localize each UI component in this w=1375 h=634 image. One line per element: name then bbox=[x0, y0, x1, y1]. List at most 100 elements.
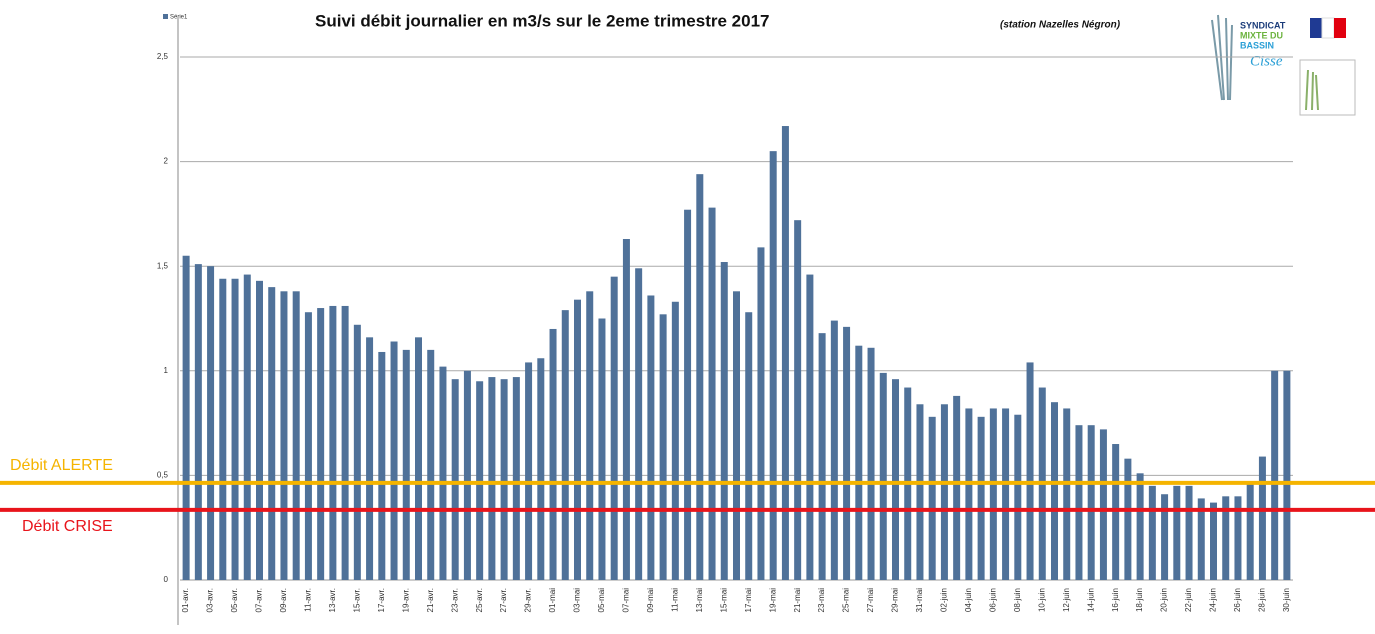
bar bbox=[194, 264, 202, 580]
bar bbox=[451, 379, 459, 580]
x-tick-label: 13-mai bbox=[695, 588, 704, 613]
bar bbox=[476, 381, 484, 580]
x-tick-label: 29-avr. bbox=[524, 588, 533, 612]
x-tick-label: 24-juin bbox=[1209, 588, 1218, 612]
y-tick-label: 2,5 bbox=[157, 52, 169, 61]
x-tick-label: 12-juin bbox=[1062, 588, 1071, 612]
x-tick-label: 04-juin bbox=[964, 588, 973, 612]
y-tick-label: 1,5 bbox=[157, 261, 169, 270]
x-tick-label: 22-juin bbox=[1184, 588, 1193, 612]
logo: SYNDICAT MIXTE DU BASSIN Cisse bbox=[1211, 14, 1356, 116]
x-tick-label: 10-juin bbox=[1037, 588, 1046, 612]
x-tick-label: 25-mai bbox=[842, 588, 851, 613]
x-tick-label: 16-juin bbox=[1111, 588, 1120, 612]
bar bbox=[329, 305, 337, 580]
y-tick-label: 0,5 bbox=[157, 471, 169, 480]
flag bbox=[1334, 18, 1346, 38]
bar bbox=[304, 312, 312, 580]
x-tick-label: 23-avr. bbox=[450, 588, 459, 612]
bar bbox=[953, 395, 961, 580]
bar bbox=[268, 287, 276, 580]
bar bbox=[1283, 370, 1291, 580]
y-tick-label: 0 bbox=[164, 575, 169, 584]
legend-label: Série1 bbox=[170, 15, 188, 21]
x-tick-label: 26-juin bbox=[1233, 588, 1242, 612]
x-tick-label: 31-mai bbox=[915, 588, 924, 613]
bar bbox=[500, 379, 508, 580]
bar bbox=[561, 310, 569, 580]
bar bbox=[402, 349, 410, 580]
bar bbox=[549, 328, 557, 580]
bar bbox=[733, 291, 740, 580]
bar bbox=[940, 404, 948, 580]
bar bbox=[696, 174, 704, 581]
flag bbox=[1310, 18, 1322, 38]
x-tick-label: 27-mai bbox=[866, 588, 875, 613]
x-tick-label: 21-avr. bbox=[426, 588, 435, 612]
bar bbox=[1112, 444, 1120, 580]
bar bbox=[427, 349, 435, 580]
x-tick-label: 05-mai bbox=[597, 588, 606, 613]
logo-box bbox=[1299, 59, 1356, 116]
bar bbox=[292, 291, 300, 580]
bar bbox=[684, 209, 692, 580]
legend-swatch bbox=[163, 14, 168, 19]
bar bbox=[818, 333, 826, 580]
bar bbox=[586, 291, 594, 580]
bar bbox=[219, 278, 227, 580]
bar bbox=[855, 345, 863, 580]
x-tick-label: 11-avr. bbox=[304, 588, 313, 612]
logo-text: Cisse bbox=[1250, 53, 1283, 69]
bar bbox=[757, 247, 765, 580]
bar bbox=[1258, 456, 1266, 580]
bar bbox=[207, 266, 215, 580]
bar bbox=[488, 377, 496, 580]
x-tick-label: 25-avr. bbox=[475, 588, 484, 612]
reference-label: Débit CRISE bbox=[22, 518, 113, 535]
bar bbox=[977, 416, 985, 580]
bar bbox=[843, 326, 851, 580]
x-tick-label: 19-mai bbox=[768, 588, 777, 613]
x-tick-label: 07-avr. bbox=[255, 588, 264, 612]
bar bbox=[659, 314, 667, 580]
x-tick-label: 01-avr. bbox=[181, 588, 190, 612]
bar bbox=[1197, 498, 1205, 580]
chart-subtitle: (station Nazelles Négron) bbox=[1000, 20, 1121, 31]
x-tick-label: 18-juin bbox=[1135, 588, 1144, 612]
bar bbox=[671, 301, 679, 580]
bar bbox=[317, 308, 325, 580]
bar bbox=[1234, 496, 1242, 580]
flag bbox=[1321, 17, 1335, 39]
bar bbox=[439, 366, 447, 580]
bar bbox=[415, 337, 422, 580]
x-tick-label: 17-avr. bbox=[377, 588, 386, 612]
x-tick-label: 21-mai bbox=[793, 588, 802, 613]
bar bbox=[1026, 362, 1034, 580]
bar bbox=[1124, 458, 1132, 580]
x-tick-label: 15-avr. bbox=[352, 588, 361, 612]
bar bbox=[806, 274, 814, 580]
x-tick-label: 23-mai bbox=[817, 588, 826, 613]
bar bbox=[1014, 414, 1022, 580]
logo-text: MIXTE DU bbox=[1240, 30, 1283, 40]
bar bbox=[1173, 485, 1181, 580]
bar bbox=[353, 324, 361, 580]
bar bbox=[708, 207, 716, 580]
bar bbox=[390, 341, 398, 580]
bar bbox=[1063, 408, 1071, 580]
bar bbox=[830, 320, 838, 580]
x-tick-label: 30-juin bbox=[1282, 588, 1291, 612]
x-tick-label: 27-avr. bbox=[499, 588, 508, 612]
bar bbox=[1185, 485, 1193, 580]
bar bbox=[1148, 485, 1156, 580]
x-tick-label: 01-mai bbox=[548, 588, 557, 613]
bar bbox=[598, 318, 606, 580]
x-tick-label: 11-mai bbox=[670, 588, 679, 612]
bar bbox=[1161, 494, 1169, 580]
bar bbox=[965, 408, 973, 580]
x-tick-label: 09-avr. bbox=[279, 588, 288, 612]
bar bbox=[366, 337, 374, 580]
bar bbox=[1099, 429, 1107, 580]
x-tick-label: 19-avr. bbox=[401, 588, 410, 612]
